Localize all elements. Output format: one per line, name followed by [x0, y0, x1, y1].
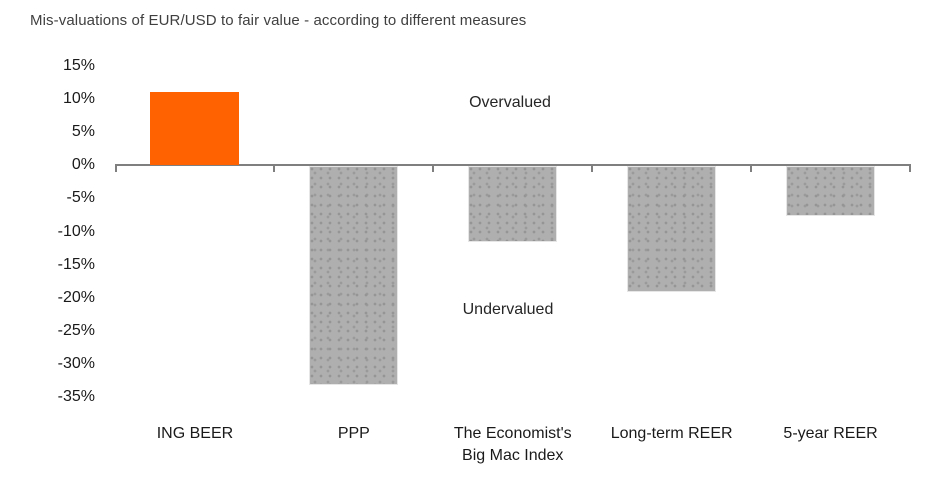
x-axis-category-label: 5-year REER [783, 425, 878, 442]
x-axis-tick [114, 165, 117, 172]
y-axis-tick-label: -35% [57, 388, 95, 405]
bar-ing-beer [150, 92, 240, 166]
x-axis-tick [273, 165, 276, 172]
y-axis-tick-label: -10% [57, 222, 95, 240]
annotation-undervalued: Undervalued [462, 301, 554, 318]
x-axis-category-label: ING BEER [156, 425, 234, 442]
x-axis-line [115, 164, 911, 166]
x-axis-category-label: The Economist's Big Mac Index [453, 425, 572, 464]
y-axis-tick-label: 5% [71, 123, 95, 141]
x-axis-category-label: PPP [337, 425, 370, 442]
y-axis-tick-label: -30% [57, 354, 95, 372]
y-axis-tick-label: 10% [62, 90, 95, 108]
y-axis-tick-label: -15% [57, 255, 95, 273]
x-axis-tick [432, 165, 435, 172]
x-axis-tick [909, 165, 911, 172]
chart-title: Mis-valuations of EUR/USD to fair value … [30, 12, 527, 29]
x-axis-tick [750, 165, 753, 172]
bar-5-year-reer [786, 166, 876, 216]
x-axis-category-label: Long-term REER [610, 425, 733, 442]
annotation-overvalued: Overvalued [469, 94, 551, 111]
y-axis-tick-label: 0% [71, 156, 95, 174]
x-axis-tick [591, 165, 594, 172]
y-axis-tick-label: -5% [66, 189, 95, 207]
y-axis-tick-label: -20% [57, 288, 95, 306]
bar-the-economist-s-big-mac-index [468, 166, 558, 243]
bar-long-term-reer [627, 166, 717, 293]
y-axis-tick-label: 15% [62, 57, 95, 74]
bar-ppp [309, 166, 399, 385]
y-axis-tick-label: -25% [57, 321, 95, 339]
